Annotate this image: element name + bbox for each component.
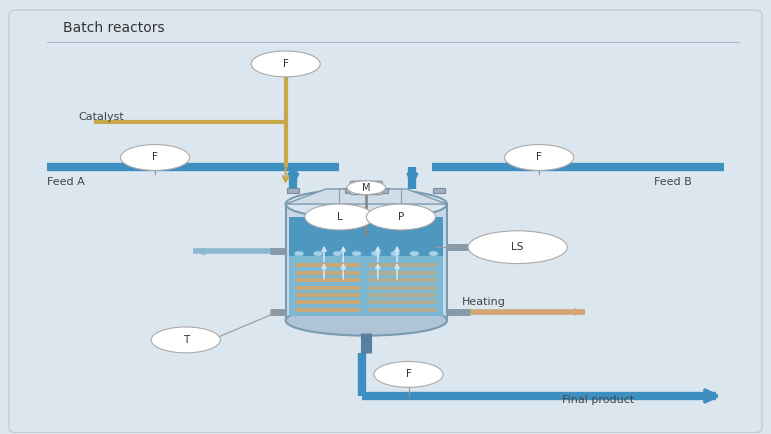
- Text: P: P: [398, 212, 404, 222]
- Ellipse shape: [120, 145, 190, 171]
- Text: F: F: [536, 152, 542, 162]
- Ellipse shape: [285, 306, 447, 335]
- Ellipse shape: [366, 204, 436, 230]
- Circle shape: [314, 251, 323, 256]
- FancyBboxPatch shape: [289, 256, 443, 316]
- FancyBboxPatch shape: [350, 181, 382, 194]
- FancyBboxPatch shape: [433, 188, 446, 193]
- Ellipse shape: [151, 327, 221, 353]
- Circle shape: [352, 251, 362, 256]
- FancyBboxPatch shape: [285, 204, 447, 320]
- Circle shape: [390, 251, 399, 256]
- FancyBboxPatch shape: [287, 188, 299, 193]
- Ellipse shape: [468, 231, 567, 263]
- Polygon shape: [285, 189, 447, 204]
- Text: L: L: [336, 212, 342, 222]
- Text: Final product: Final product: [562, 395, 635, 405]
- Text: F: F: [283, 59, 288, 69]
- Ellipse shape: [504, 145, 574, 171]
- Circle shape: [429, 251, 438, 256]
- FancyBboxPatch shape: [289, 217, 443, 256]
- Circle shape: [409, 251, 419, 256]
- FancyBboxPatch shape: [345, 188, 357, 193]
- Ellipse shape: [285, 189, 447, 219]
- Text: Feed A: Feed A: [48, 177, 86, 187]
- Text: T: T: [183, 335, 189, 345]
- Ellipse shape: [305, 204, 374, 230]
- Ellipse shape: [251, 51, 320, 77]
- Text: Feed B: Feed B: [655, 177, 692, 187]
- FancyBboxPatch shape: [375, 188, 388, 193]
- FancyBboxPatch shape: [9, 10, 762, 433]
- Text: F: F: [406, 369, 412, 379]
- Text: Batch reactors: Batch reactors: [63, 20, 164, 35]
- Text: M: M: [362, 183, 370, 192]
- Circle shape: [333, 251, 342, 256]
- Text: M: M: [362, 183, 371, 193]
- Circle shape: [372, 251, 381, 256]
- Text: Heating: Heating: [463, 297, 507, 307]
- Ellipse shape: [374, 362, 443, 387]
- Circle shape: [295, 251, 304, 256]
- Ellipse shape: [347, 181, 386, 194]
- Text: F: F: [152, 152, 158, 162]
- Text: Catalyst: Catalyst: [78, 112, 124, 122]
- Text: LS: LS: [511, 242, 524, 252]
